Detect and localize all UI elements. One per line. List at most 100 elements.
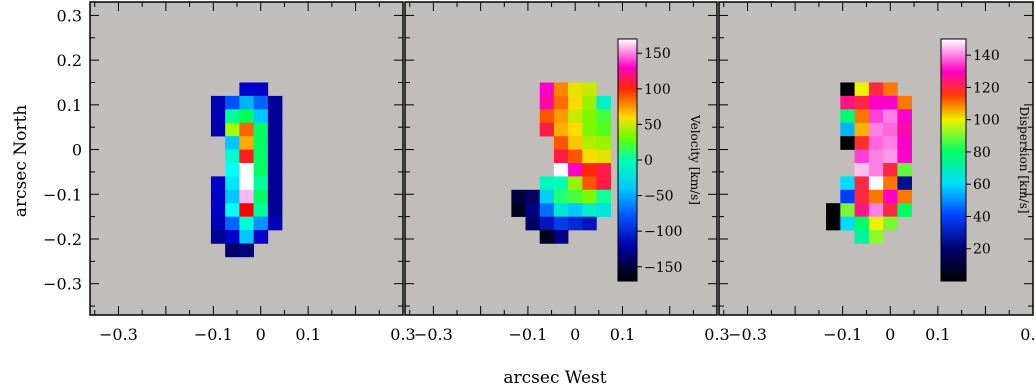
y-axis-label: arcsec North xyxy=(11,105,31,218)
map-pixel xyxy=(582,162,597,177)
colorbar-tick-label: 40 xyxy=(973,209,991,225)
map-pixel xyxy=(568,109,583,124)
map-pixel xyxy=(539,189,555,204)
map-pixel xyxy=(596,109,611,124)
y-tick-label: −0.3 xyxy=(43,275,82,294)
map-pixel xyxy=(840,109,855,124)
map-pixel xyxy=(511,203,526,217)
map-pixel xyxy=(868,82,884,97)
panels-group: −0.3 −0.1 0 0.1 0.3−0.3−0.2−0.100.10.20.3−0.… xyxy=(43,1,1036,344)
map-pixel xyxy=(239,216,254,231)
map-pixel xyxy=(553,149,569,164)
map-pixel xyxy=(225,109,240,124)
map-pixel xyxy=(525,203,541,217)
map-pixel xyxy=(225,243,240,258)
map-pixel xyxy=(854,82,870,97)
map-pixel xyxy=(239,230,254,244)
map-pixel xyxy=(868,136,884,150)
map-pixel xyxy=(568,82,583,97)
map-pixel xyxy=(267,189,283,204)
colorbar-tick-label: 80 xyxy=(973,145,991,161)
y-tick-label: 0 xyxy=(72,141,82,160)
map-pixel xyxy=(582,122,597,137)
colorbar-tick-label: 50 xyxy=(644,117,662,133)
map-pixel xyxy=(553,109,569,124)
map-pixel xyxy=(253,216,269,231)
map-pixel xyxy=(840,136,855,150)
map-pixel xyxy=(553,136,569,150)
map-pixel xyxy=(582,149,597,164)
map-pixel xyxy=(253,109,269,124)
map-pixel xyxy=(267,95,283,110)
map-pixel xyxy=(854,189,870,204)
colorbar-tick-label: 150 xyxy=(644,46,671,62)
panel-frame xyxy=(718,1,1034,316)
map-pixel xyxy=(897,95,912,110)
map-pixel xyxy=(225,176,240,191)
map-pixel xyxy=(868,109,884,124)
map-pixel xyxy=(539,216,555,231)
map-pixel xyxy=(596,122,611,137)
colorbar-tick-label: −50 xyxy=(644,189,674,205)
panel-2: −0.3 −0.1 0 0.1 0.3 150 100 50 0 −50 −100 −150 Veloc… xyxy=(404,1,730,344)
colorbar-label: Dispersion [km/s] xyxy=(1017,106,1031,213)
map-pixel xyxy=(883,122,898,137)
y-tick-label: −0.1 xyxy=(43,185,82,204)
map-pixel xyxy=(225,230,240,244)
map-pixel xyxy=(854,95,870,110)
map-pixel xyxy=(897,203,912,217)
map-pixel xyxy=(239,243,254,258)
map-pixel xyxy=(854,109,870,124)
map-pixel xyxy=(897,162,912,177)
map-pixel xyxy=(210,95,226,110)
y-tick-label: −0.2 xyxy=(43,230,82,249)
map-pixel xyxy=(239,176,254,191)
map-pixel xyxy=(568,149,583,164)
colorbar-tick-label: 0 xyxy=(644,153,653,169)
map-pixel xyxy=(553,95,569,110)
map-pixel xyxy=(568,136,583,150)
map-pixel xyxy=(854,230,870,244)
map-pixel xyxy=(840,95,855,110)
colorbar-tick-label: −100 xyxy=(644,224,682,240)
map-pixel xyxy=(225,136,240,150)
map-pixel xyxy=(225,189,240,204)
map-pixel xyxy=(539,95,555,110)
map-pixel xyxy=(582,136,597,150)
panel-3: −0.3 −0.1 0 0.1 0.3 140 120 100 80 60 40 20 Dispersi… xyxy=(718,1,1036,344)
map-pixel xyxy=(539,109,555,124)
map-pixel xyxy=(582,176,597,191)
map-pixel xyxy=(868,216,884,231)
map-pixel xyxy=(267,122,283,137)
map-pixel xyxy=(596,136,611,150)
map-pixel xyxy=(868,122,884,137)
map-pixel xyxy=(525,189,541,204)
map-pixel xyxy=(210,216,226,231)
map-pixel xyxy=(539,230,555,244)
map-pixel xyxy=(210,122,226,137)
x-axis-label: arcsec West xyxy=(503,368,606,388)
colorbar xyxy=(617,38,638,282)
map-pixel xyxy=(883,149,898,164)
map-pixel xyxy=(596,203,611,217)
map-pixel xyxy=(883,176,898,191)
map-pixel xyxy=(239,203,254,217)
map-pixel xyxy=(225,122,240,137)
map-pixel xyxy=(897,176,912,191)
colorbar-tick-label: 120 xyxy=(973,80,1000,96)
colorbar-tick-label: 20 xyxy=(973,242,991,258)
map-pixel xyxy=(225,162,240,177)
map-pixel xyxy=(539,203,555,217)
map-pixel xyxy=(854,149,870,164)
map-pixel xyxy=(883,216,898,231)
map-pixel xyxy=(210,176,226,191)
map-pixel xyxy=(582,82,597,97)
map-pixel xyxy=(239,162,254,177)
panel-frame xyxy=(89,1,404,316)
y-tick-label: 0.2 xyxy=(57,51,82,70)
map-pixel xyxy=(897,136,912,150)
map-pixel xyxy=(539,82,555,97)
map-pixel xyxy=(553,189,569,204)
map-pixel xyxy=(553,230,569,244)
